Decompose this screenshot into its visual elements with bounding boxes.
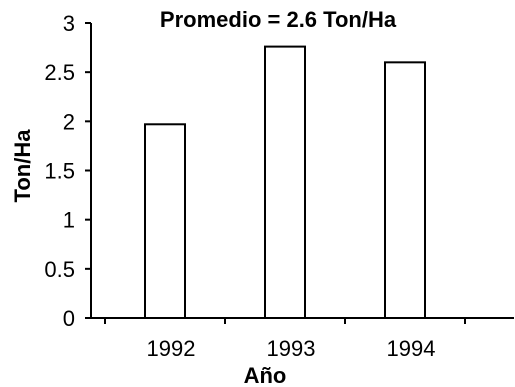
x-axis-title: Año [244,363,287,387]
x-tick-label: 1993 [267,336,316,361]
y-axis-title: Ton/Ha [10,129,35,203]
x-tick-label: 1992 [147,336,196,361]
x-ticks: 1992 1993 1994 [104,318,466,361]
y-tick-label: 2 [63,109,75,134]
y-tick-label: 1 [63,208,75,233]
y-tick-label: 2.5 [44,60,75,85]
chart-title: Promedio = 2.6 Ton/Ha [160,7,397,32]
y-tick-label: 3 [63,11,75,36]
bar-1993 [264,45,306,319]
y-tick-label: 0.5 [44,257,75,282]
bar-1994 [384,61,426,320]
y-ticks: 0 0.5 1 1.5 2 2.5 3 [44,11,91,331]
y-tick-label: 0 [63,306,75,331]
x-tick-label: 1994 [387,336,436,361]
bar-1992 [144,123,186,319]
y-tick-label: 1.5 [44,159,75,184]
bars [144,45,426,320]
